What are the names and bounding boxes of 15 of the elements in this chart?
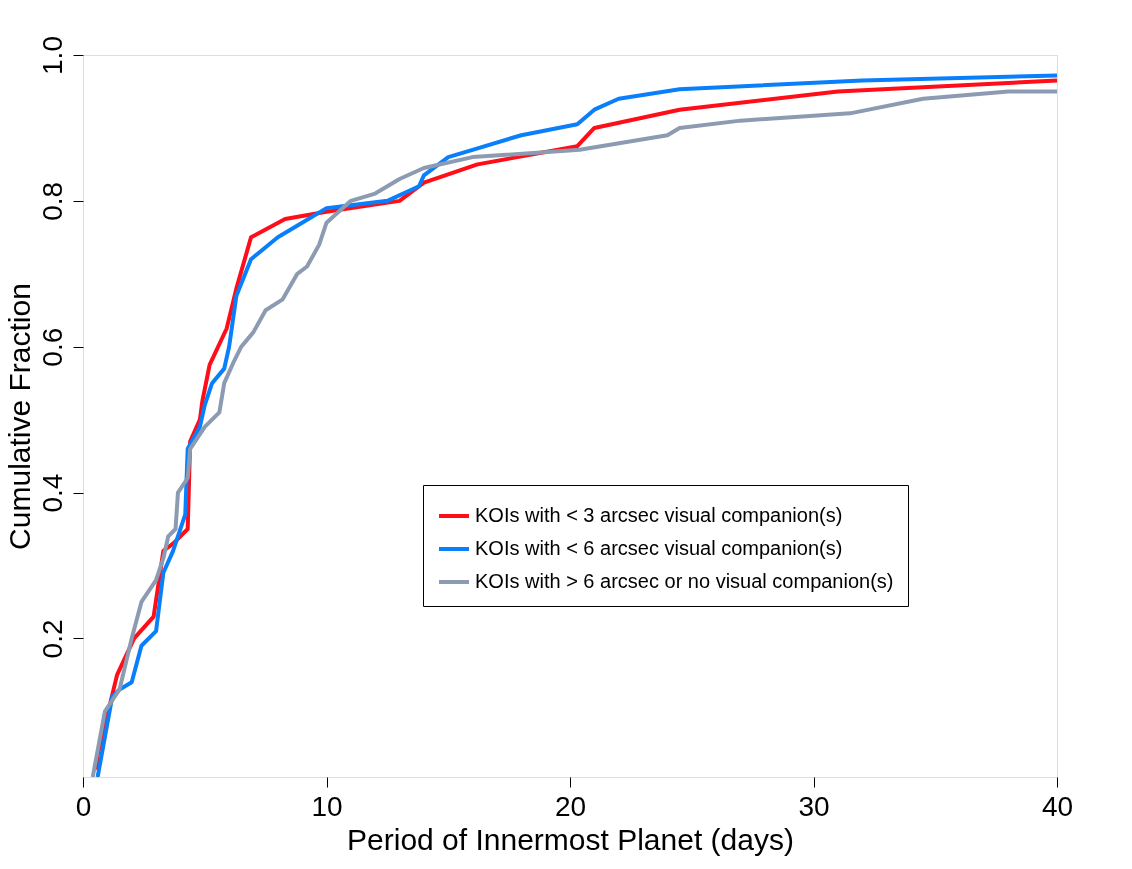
y-tick-label: 1.0 (36, 36, 68, 75)
x-tick-label: 0 (75, 790, 92, 822)
legend-label: KOIs with > 6 arcsec or no visual companion(s) (475, 570, 894, 592)
y-axis-title: Cumulative Fraction (2, 283, 36, 550)
legend-label: KOIs with < 3 arcsec visual companion(s) (475, 504, 843, 526)
x-axis-title: Period of Innermost Planet (days) (347, 822, 794, 856)
x-tick-label: 10 (311, 790, 343, 822)
y-tick-label: 0.2 (36, 619, 68, 659)
x-tick-label: 40 (1041, 790, 1074, 822)
y-tick-label: 0.6 (36, 327, 68, 367)
y-tick-label: 0.4 (36, 473, 68, 513)
y-tick-label: 0.8 (36, 181, 68, 221)
x-tick-label: 20 (554, 790, 587, 822)
legend-label: KOIs with < 6 arcsec visual companion(s) (475, 537, 843, 559)
x-tick-label: 30 (798, 790, 830, 822)
